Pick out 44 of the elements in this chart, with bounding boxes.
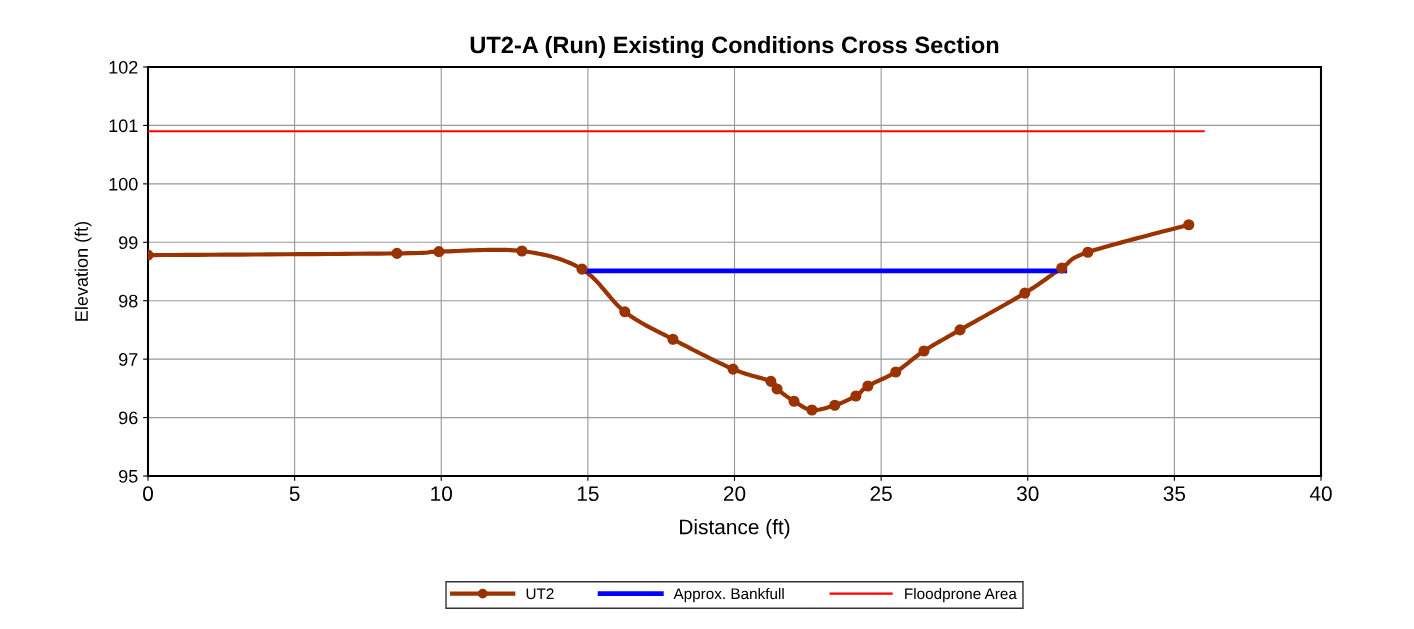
x-tick-label: 30: [1016, 486, 1039, 502]
point: [1183, 219, 1195, 231]
y-tick-label: 96: [119, 411, 138, 425]
point: [806, 404, 818, 416]
point: [890, 366, 902, 378]
point: [1082, 246, 1094, 258]
point: [667, 333, 679, 345]
legend-label: Floodprone Area: [905, 587, 1017, 603]
point: [829, 399, 841, 411]
x-tick-label: 20: [723, 486, 746, 502]
x-tick-label: 10: [431, 486, 453, 502]
y-tick-label: 101: [109, 119, 138, 133]
y-tick-label: 102: [109, 60, 138, 74]
point: [516, 245, 528, 257]
point: [433, 246, 445, 258]
x-tick-label: 35: [1163, 486, 1186, 502]
chart-title: UT2-A (Run) Existing Conditions Cross Section: [470, 36, 999, 59]
point: [1056, 262, 1068, 274]
y-axis-title: Elevation (ft): [74, 221, 92, 321]
y-tick-label: 97: [119, 353, 138, 366]
point: [918, 345, 930, 357]
x-tick-label: 25: [870, 486, 892, 502]
x-tick-label: 5: [289, 486, 300, 502]
y-tick-label: 98: [119, 294, 138, 308]
legend-label: Approx. Bankfull: [673, 587, 784, 603]
point: [850, 390, 862, 402]
point: [391, 247, 403, 259]
legend-label: UT2: [526, 588, 554, 600]
point: [727, 363, 739, 375]
y-tick-label: 99: [119, 236, 138, 250]
x-tick-label: 0: [143, 486, 153, 502]
point: [788, 395, 800, 407]
point: [954, 324, 966, 336]
point: [765, 375, 777, 387]
y-tick-label: 100: [109, 177, 138, 191]
x-axis-title: Distance (ft): [680, 519, 790, 539]
point: [1019, 287, 1031, 299]
point: [576, 263, 588, 275]
x-tick-label: 40: [1309, 486, 1332, 502]
point: [619, 306, 631, 318]
point: [771, 383, 783, 395]
x-tick-label: 15: [577, 486, 599, 502]
point: [862, 380, 874, 392]
y-tick-label: 95: [119, 469, 138, 483]
